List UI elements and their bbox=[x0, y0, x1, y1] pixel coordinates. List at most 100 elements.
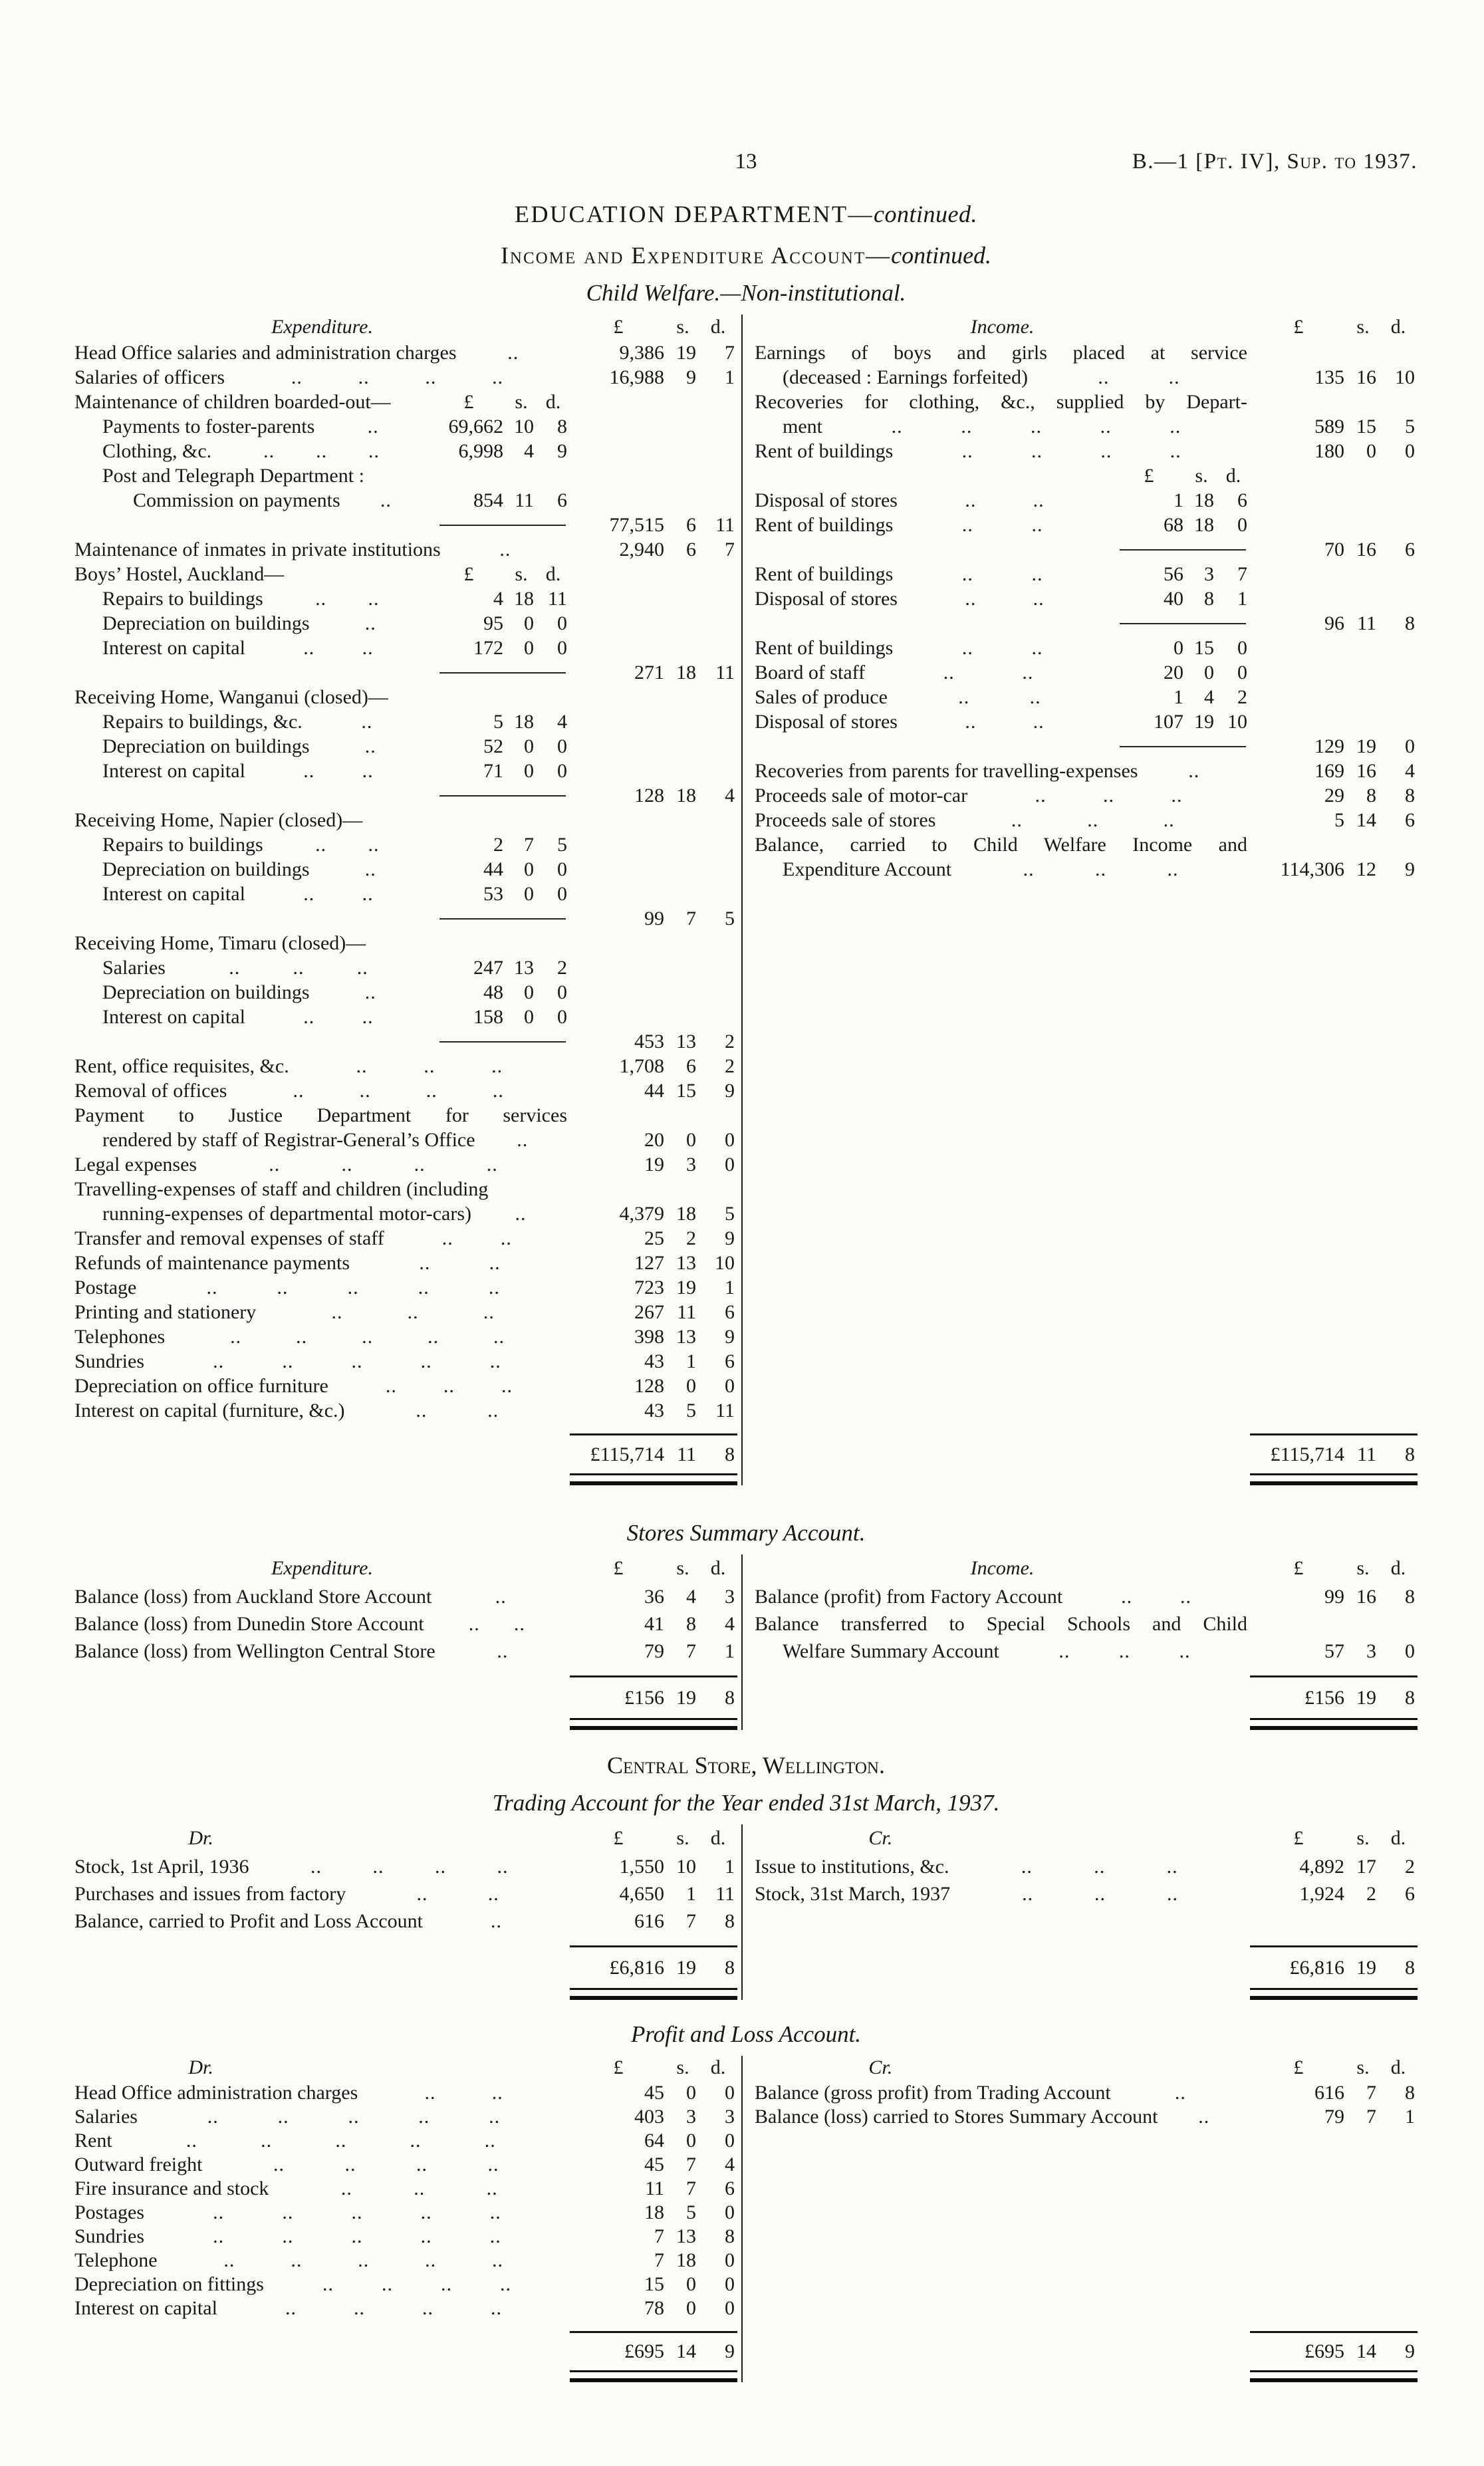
money-head-pounds: £ bbox=[463, 391, 474, 413]
leader-dot-group: .. bbox=[1179, 1640, 1191, 1662]
subtotal-rule bbox=[1120, 622, 1246, 624]
total-row: £115,714 11 8 bbox=[755, 1433, 1418, 1467]
account-row: Stock, 31st March, 1937...... 1,924 2 6 bbox=[755, 1880, 1418, 1908]
account-row: Rent.......... 64 0 0 bbox=[74, 2129, 737, 2153]
account-row: Depreciation on buildings.. 52 0 0 bbox=[74, 734, 737, 759]
amount-pence: 6 bbox=[557, 489, 567, 511]
amount-shillings: 18 bbox=[676, 662, 696, 683]
money-head-pence: d. bbox=[710, 1827, 726, 1849]
row-label-cell: Balance (gross profit) from Trading Acco… bbox=[755, 2081, 1250, 2105]
child-welfare-expenditure-column: Expenditure. £ s. d. Head Office salaries an… bbox=[74, 314, 741, 1485]
row-label: Welfare Summary Account bbox=[783, 1640, 999, 1662]
amount-shillings: 19 bbox=[667, 1675, 699, 1711]
amount-shillings: 7 bbox=[686, 1910, 696, 1932]
amount-shillings: 18 bbox=[676, 2249, 696, 2271]
row-label: Receiving Home, Wanganui (closed)— bbox=[74, 686, 388, 708]
row-label-cell: Sales of produce.... bbox=[755, 685, 1112, 709]
column-heading-row: Income. £ s. d. bbox=[755, 314, 1418, 339]
account-row: Balance (loss) from Dunedin Store Accoun… bbox=[74, 1610, 737, 1638]
leader-dot-group: .. bbox=[362, 883, 374, 905]
amount-pounds: 589 bbox=[1314, 416, 1344, 437]
rows-block: Income. £ s. d. Balance (profit) from Factor… bbox=[755, 1554, 1418, 1665]
amount-pence: 0 bbox=[557, 981, 567, 1003]
account-row: Maintenance of children boarded-out— £ s. d… bbox=[74, 390, 737, 414]
leader-dot-group: .. bbox=[207, 2106, 219, 2128]
amount-pounds: 36 bbox=[644, 1586, 664, 1608]
money-head-pounds: £ bbox=[1293, 316, 1304, 338]
amount-pounds: 44 bbox=[483, 858, 503, 880]
money-head-shillings: s. bbox=[1195, 465, 1208, 487]
leader-dot-group: .. bbox=[414, 1154, 426, 1175]
row-label: Balance (loss) from Wellington Central S… bbox=[74, 1640, 435, 1662]
leader-dots: .. bbox=[432, 1583, 570, 1610]
leader-dot-group: .. bbox=[1174, 2082, 1186, 2104]
double-rule-row bbox=[755, 2364, 1418, 2382]
account-row: £ s. d. bbox=[755, 463, 1418, 488]
leader-dots: .... bbox=[384, 1226, 570, 1251]
row-label: Proceeds sale of stores bbox=[755, 809, 936, 831]
rows-block: Income. £ s. d. Earnings of boys and girls p… bbox=[755, 314, 1418, 1423]
money-head-pounds: £ bbox=[1144, 465, 1154, 487]
leader-dot-group: .. bbox=[416, 2154, 428, 2175]
row-label-cell: Purchases and issues from factory.... bbox=[74, 1880, 570, 1908]
row-label-cell: Recoveries from parents for travelling-e… bbox=[755, 759, 1250, 783]
leader-dot-group: .. bbox=[420, 2225, 432, 2247]
leader-dot-group: .. bbox=[1095, 858, 1107, 880]
account-row: 128 18 4 bbox=[74, 783, 737, 808]
amount-pence: 8 bbox=[699, 1945, 737, 1981]
amount-shillings: 11 bbox=[667, 1433, 699, 1467]
amount-pounds: 1,708 bbox=[619, 1055, 665, 1077]
leader-dot-group: .. bbox=[351, 2201, 363, 2223]
trading-cr-column: Cr. £ s. d. Issue to institutions, &c.......… bbox=[741, 1824, 1418, 2000]
leader-dots: ...... bbox=[256, 1300, 570, 1324]
row-label: Commission on payments bbox=[133, 489, 340, 511]
leader-dot-group: .. bbox=[513, 1613, 525, 1635]
department-title-suffix: continued. bbox=[874, 201, 977, 227]
row-label-cell: Legal expenses........ bbox=[74, 1152, 570, 1177]
account-row: Balance (profit) from Factory Account...… bbox=[755, 1583, 1418, 1610]
amount-pounds: 11 bbox=[645, 2177, 664, 2199]
amount-pounds: 5 bbox=[1334, 809, 1344, 831]
account-row: Commission on payments.. 854 11 6 bbox=[74, 488, 737, 513]
amount-pence: 5 bbox=[1405, 416, 1415, 437]
leader-dots: .... bbox=[245, 1005, 432, 1029]
leader-dot-group: .. bbox=[492, 366, 504, 388]
leader-dot-group: .. bbox=[303, 637, 315, 659]
leader-dot-group: .. bbox=[416, 1883, 428, 1905]
amount-pounds: 0 bbox=[1174, 637, 1183, 659]
leader-dot-group: .. bbox=[291, 366, 303, 388]
leader-dots: .......... bbox=[136, 1275, 570, 1300]
amount-pounds: 56 bbox=[1164, 563, 1183, 585]
leader-dots: ........ bbox=[249, 1853, 570, 1880]
leader-dot-group: .. bbox=[487, 1400, 499, 1421]
amount-pounds: 19 bbox=[644, 1154, 664, 1175]
department-title-text: EDUCATION DEPARTMENT— bbox=[515, 201, 874, 227]
subtotal-rule bbox=[1120, 745, 1246, 747]
leader-dot-group: .. bbox=[335, 2130, 347, 2152]
leader-dot-group: .. bbox=[1098, 366, 1110, 388]
account-row: 129 19 0 bbox=[755, 734, 1418, 759]
leader-dot-group: .. bbox=[358, 366, 370, 388]
amount-shillings: 2 bbox=[686, 1227, 696, 1249]
money-head-shillings: s. bbox=[1356, 316, 1370, 338]
row-label-cell: Maintenance of inmates in private instit… bbox=[74, 537, 570, 562]
account-row: Rent of buildings.... 68 18 0 bbox=[755, 513, 1418, 537]
account-row: Maintenance of inmates in private instit… bbox=[74, 537, 737, 562]
amount-pence: 0 bbox=[557, 1006, 567, 1028]
row-label: Board of staff bbox=[755, 662, 866, 683]
row-label-cell: Postages.......... bbox=[74, 2201, 570, 2225]
leader-dot-group: .. bbox=[491, 2082, 503, 2104]
leader-dot-group: .. bbox=[489, 2201, 501, 2223]
leader-dot-group: .. bbox=[1198, 2106, 1210, 2128]
leader-dot-group: .. bbox=[362, 637, 374, 659]
leader-dots: .......... bbox=[138, 2105, 570, 2129]
row-label-cell: Sundries.......... bbox=[74, 1349, 570, 1374]
row-label-cell: Stock, 31st March, 1937...... bbox=[755, 1880, 1250, 1908]
leader-dots: .... bbox=[888, 685, 1112, 709]
amount-shillings: 8 bbox=[686, 1613, 696, 1635]
amount-pounds: 77,515 bbox=[609, 514, 665, 536]
row-label: Rent bbox=[74, 2130, 112, 2152]
amount-shillings: 11 bbox=[1347, 1433, 1379, 1467]
row-label-cell: Receiving Home, Timaru (closed)— bbox=[74, 931, 570, 955]
leader-dots: ...... bbox=[211, 439, 432, 463]
